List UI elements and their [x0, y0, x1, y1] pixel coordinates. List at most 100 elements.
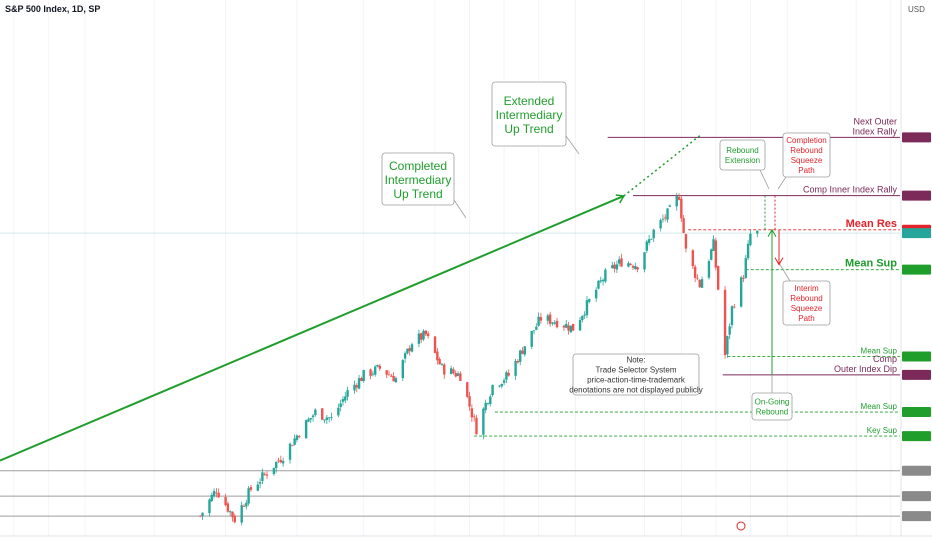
candle-body — [355, 385, 358, 388]
candle-body — [562, 325, 566, 328]
rebound-ext-pointer — [759, 169, 770, 190]
candles-layer — [199, 192, 759, 526]
candle-body — [231, 511, 234, 518]
candle-body — [378, 365, 381, 369]
rebound-extension-label: Rebound Extension — [725, 146, 760, 165]
candle-body — [212, 490, 216, 497]
candle-body — [507, 373, 510, 376]
candle-body — [263, 473, 266, 475]
price-tag-bg — [902, 132, 931, 143]
candle-body — [519, 350, 522, 362]
candle-body — [733, 306, 736, 308]
rebound-extension-label-box — [719, 139, 766, 171]
trend-arrowhead — [615, 194, 625, 204]
candle-body — [298, 436, 301, 438]
extended-trend-label: Extended Intermediary Up Trend — [496, 94, 563, 136]
candle-body — [459, 373, 462, 381]
candle-body — [456, 373, 460, 376]
candle-body — [452, 369, 455, 374]
candle-body — [535, 326, 538, 330]
note-label-box — [572, 353, 700, 396]
candle-body — [323, 419, 326, 421]
candle-body — [629, 263, 632, 265]
candle-body — [371, 373, 375, 375]
price-tag-bg — [902, 228, 931, 239]
candle-body — [201, 512, 204, 516]
extended-pointer — [565, 135, 580, 155]
candle-body — [470, 408, 474, 418]
price-tag-bg — [902, 190, 931, 201]
candle-body — [617, 259, 621, 264]
candle-body — [578, 319, 582, 331]
candle-body — [482, 408, 485, 435]
level-label: Mean Sup — [845, 258, 897, 270]
candle-body — [647, 239, 651, 243]
candle-body — [256, 484, 260, 491]
candle-body — [645, 241, 649, 251]
candle-body — [408, 348, 411, 352]
level-label: Next Outer Index Rally — [852, 116, 897, 136]
candle-body — [588, 299, 591, 302]
candle-body — [661, 218, 665, 220]
candle-body — [242, 506, 246, 507]
candle-body — [475, 417, 478, 435]
candle-body — [360, 378, 363, 382]
candle-body — [401, 360, 405, 379]
candle-body — [406, 348, 409, 354]
candle-body — [215, 492, 218, 494]
candle-body — [537, 316, 540, 326]
candle-body — [249, 487, 253, 490]
candle-body — [548, 314, 552, 324]
price-tag-bg — [902, 431, 931, 442]
currency-label: USD — [908, 5, 925, 14]
candle-body — [631, 265, 635, 268]
candle-body — [304, 420, 308, 439]
candle-body — [245, 502, 248, 507]
axis-layer: S&P 500 Index, 1D, SP USD — [0, 0, 932, 537]
candle-body — [583, 314, 586, 316]
candle-body — [392, 375, 395, 382]
candle-body — [546, 315, 550, 321]
candle-body — [742, 277, 745, 279]
candle-body — [710, 249, 713, 260]
candle-body — [217, 492, 220, 498]
candle-body — [620, 258, 623, 267]
candle-body — [502, 380, 506, 383]
candle-body — [258, 482, 262, 484]
candle-body — [700, 279, 704, 288]
candle-body — [394, 378, 398, 383]
candle-body — [279, 459, 283, 463]
price-tag-bg — [902, 351, 931, 362]
candle-body — [275, 461, 278, 469]
candle-body — [390, 375, 393, 377]
candle-body — [555, 320, 559, 328]
interim-arrowhead — [774, 257, 784, 266]
candle-body — [373, 366, 377, 375]
candle-body — [498, 385, 501, 387]
interim-path-label-box — [782, 280, 831, 326]
candle-body — [551, 322, 554, 324]
price-tag-bg — [902, 407, 931, 418]
candle-body — [585, 300, 589, 316]
interim-pointer — [778, 262, 791, 282]
candle-body — [723, 289, 727, 355]
candle-body — [309, 418, 312, 420]
candle-body — [581, 315, 584, 321]
candle-body — [643, 252, 646, 270]
candle-body — [357, 378, 361, 389]
trend-layer — [0, 135, 701, 462]
candle-body — [344, 396, 347, 401]
candle-body — [228, 511, 232, 513]
candle-body — [247, 488, 250, 504]
event-marker-icon — [736, 521, 746, 531]
candle-body — [468, 396, 471, 407]
completed-trend-label: Completed Intermediary Up Trend — [385, 159, 452, 201]
ongoing-rebound-label: On-Going Rebound — [755, 398, 790, 417]
candle-body — [341, 399, 345, 402]
candle-body — [749, 233, 752, 245]
candle-body — [387, 374, 391, 376]
candle-body — [601, 279, 605, 282]
candle-body — [707, 261, 711, 278]
